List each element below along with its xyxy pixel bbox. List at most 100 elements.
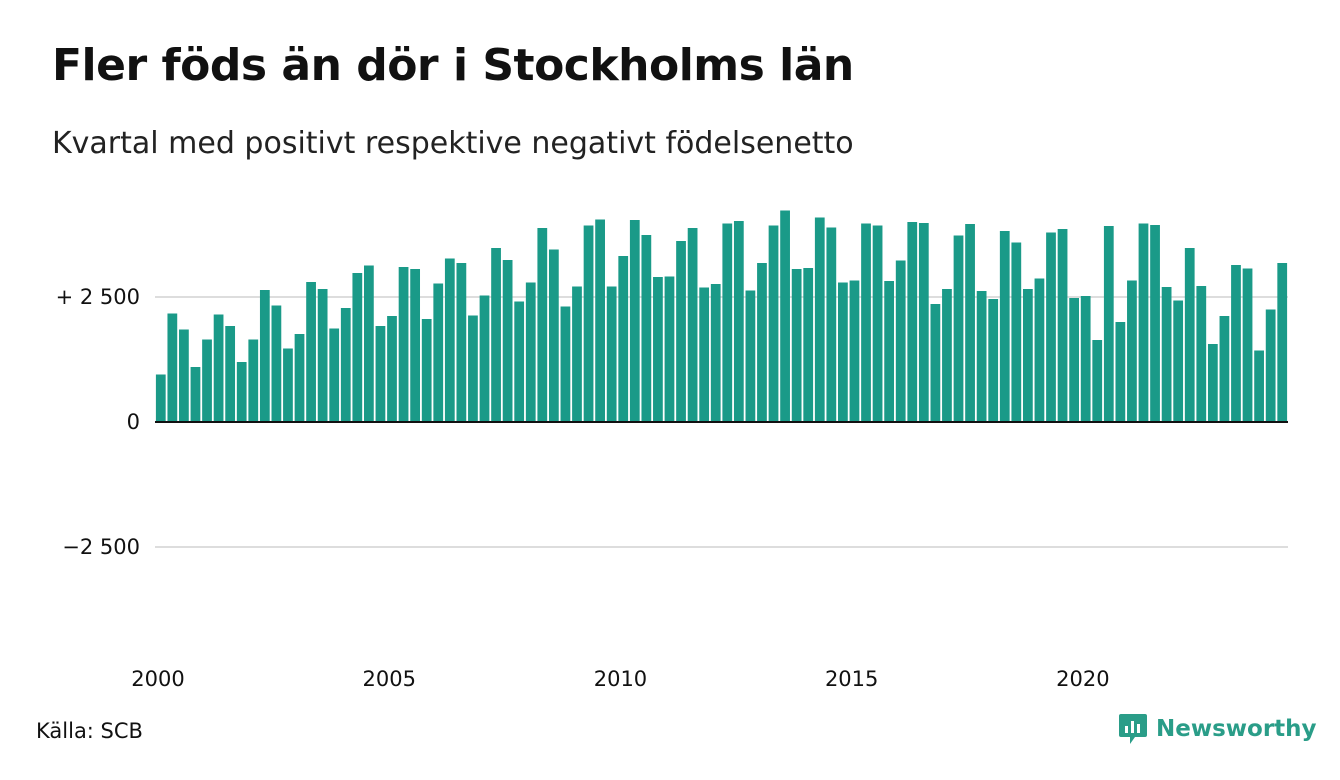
bar xyxy=(1184,248,1195,422)
bar xyxy=(999,231,1010,422)
bar xyxy=(861,223,871,422)
bar xyxy=(1057,229,1068,422)
bar xyxy=(248,339,259,422)
bar xyxy=(502,260,513,422)
bar xyxy=(1034,278,1045,422)
bar xyxy=(1207,344,1218,422)
bar xyxy=(294,334,305,422)
bar xyxy=(433,283,444,422)
x-tick-label: 2015 xyxy=(825,667,878,691)
bar xyxy=(641,235,652,422)
bar xyxy=(780,210,790,422)
bar xyxy=(352,273,363,422)
bar xyxy=(1011,242,1022,422)
bar xyxy=(757,263,767,422)
bar xyxy=(364,265,374,422)
bar xyxy=(456,263,467,422)
brand-logo: Newsworthy xyxy=(1118,712,1317,746)
bar xyxy=(421,319,432,422)
bar xyxy=(872,225,883,422)
bar xyxy=(1046,232,1056,422)
bar xyxy=(444,258,455,422)
bar xyxy=(1161,287,1172,422)
bar xyxy=(768,225,779,422)
bar xyxy=(225,326,236,422)
bar xyxy=(710,284,721,422)
bar xyxy=(618,256,629,422)
bar xyxy=(410,269,421,422)
bar xyxy=(514,301,525,422)
bar xyxy=(791,269,802,422)
bar xyxy=(468,315,478,422)
bar xyxy=(907,222,918,422)
bar xyxy=(1103,226,1114,422)
chart-title: Fler föds än dör i Stockholms län xyxy=(52,40,854,91)
y-tick-label: −2 500 xyxy=(62,535,140,559)
bar xyxy=(155,374,166,422)
bar xyxy=(1138,223,1149,422)
bar xyxy=(1150,225,1160,422)
bar xyxy=(687,228,698,422)
bar xyxy=(745,290,756,422)
bar xyxy=(664,276,675,422)
bar xyxy=(722,223,733,422)
bar xyxy=(918,223,929,422)
bar xyxy=(838,282,848,422)
bar xyxy=(398,267,409,422)
bar xyxy=(1173,300,1184,422)
bar xyxy=(583,225,594,422)
y-tick-label: + 2 500 xyxy=(56,285,140,309)
bar xyxy=(942,289,952,422)
chart-subtitle: Kvartal med positivt respektive negativt… xyxy=(52,126,854,161)
bar xyxy=(1115,322,1126,422)
bar xyxy=(259,290,270,422)
bar xyxy=(930,304,941,422)
bar xyxy=(849,280,860,422)
bar xyxy=(629,220,640,422)
bar xyxy=(1080,296,1091,422)
bar xyxy=(283,348,293,422)
y-tick-label: 0 xyxy=(127,410,140,434)
bar xyxy=(306,282,316,422)
bar xyxy=(814,217,825,422)
bar xyxy=(1022,289,1033,422)
bar xyxy=(884,281,895,422)
bar xyxy=(491,248,501,422)
bar xyxy=(803,268,814,422)
source-note: Källa: SCB xyxy=(36,719,143,743)
bar xyxy=(271,305,282,422)
bar xyxy=(213,314,224,422)
x-tick-label: 2020 xyxy=(1056,667,1109,691)
bar xyxy=(1265,309,1276,422)
bar xyxy=(179,329,189,422)
bar xyxy=(699,287,710,422)
bar xyxy=(1242,268,1253,422)
bar xyxy=(340,308,351,422)
bar xyxy=(606,286,617,422)
bar xyxy=(537,228,548,422)
bar xyxy=(525,282,536,422)
bar xyxy=(548,249,559,422)
bar xyxy=(317,289,328,422)
bar xyxy=(167,313,178,422)
bar xyxy=(1127,280,1137,422)
bar xyxy=(375,326,386,422)
bar xyxy=(1277,263,1288,422)
bar xyxy=(976,291,987,422)
bar xyxy=(479,295,490,422)
bar xyxy=(560,306,571,422)
x-tick-label: 2010 xyxy=(594,667,647,691)
bar xyxy=(988,299,999,422)
bar xyxy=(1196,286,1207,422)
bar xyxy=(653,277,663,422)
bar-chart: + 2 500 0 −2 500 2000 2005 2010 2015 2020 xyxy=(56,210,1288,691)
bar xyxy=(676,241,686,422)
bar xyxy=(1219,316,1230,422)
bar xyxy=(1092,340,1103,422)
bar xyxy=(236,362,247,422)
brand-name: Newsworthy xyxy=(1156,716,1317,742)
bar xyxy=(1231,265,1241,422)
bar xyxy=(387,316,397,422)
bar xyxy=(953,235,964,422)
bar xyxy=(595,219,605,422)
